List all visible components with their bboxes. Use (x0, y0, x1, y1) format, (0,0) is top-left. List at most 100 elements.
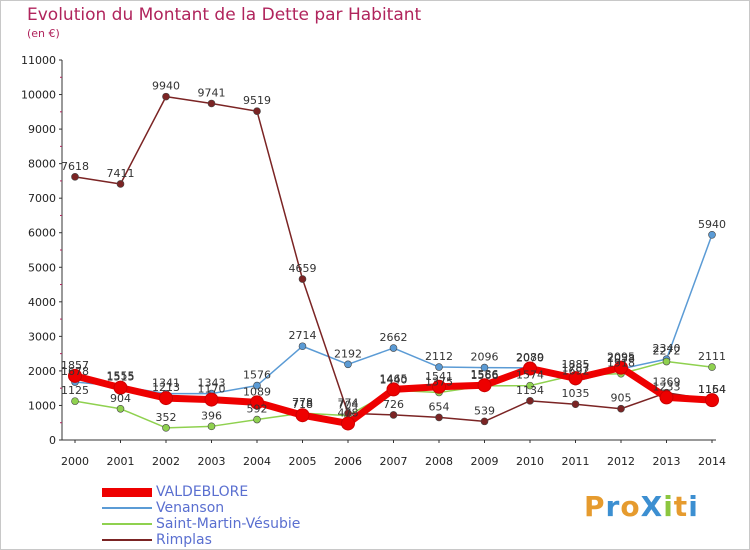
legend-label: Venanson (156, 500, 225, 516)
data-point (298, 275, 307, 283)
data-label: 1170 (198, 383, 226, 396)
x-tick-label: 2008 (425, 455, 453, 468)
data-label: 904 (110, 392, 131, 405)
data-label: 592 (247, 403, 268, 416)
data-label: 7411 (107, 167, 135, 180)
data-label: 2662 (380, 331, 408, 344)
data-point (432, 379, 446, 394)
data-label: 1035 (562, 387, 590, 400)
data-label: 2070 (516, 351, 544, 364)
data-label: 7618 (61, 160, 89, 173)
y-tick-label: 5000 (28, 261, 56, 274)
data-label: 478 (338, 406, 359, 419)
data-point (116, 180, 125, 188)
data-label: 9519 (243, 94, 271, 107)
legend-swatch (102, 539, 152, 541)
data-point (71, 173, 79, 181)
chart-title: Evolution du Montant de la Dette par Hab… (27, 5, 422, 25)
x-tick-label: 2003 (198, 455, 226, 468)
y-tick-label: 4000 (28, 296, 56, 309)
data-point (389, 411, 398, 419)
x-tick-label: 2013 (653, 455, 681, 468)
legend-swatch (102, 487, 152, 497)
data-point (708, 231, 716, 239)
data-label: 1343 (198, 377, 226, 390)
data-label: 1574 (516, 369, 544, 382)
data-point (705, 393, 719, 408)
data-point (207, 422, 216, 431)
x-tick-label: 2005 (289, 455, 317, 468)
y-tick-label: 6000 (28, 227, 56, 240)
data-point (253, 381, 261, 390)
data-point (435, 363, 443, 371)
legend-swatch (102, 507, 152, 509)
y-tick-label: 0 (49, 434, 56, 447)
data-point (523, 361, 537, 376)
data-label: 1692 (562, 365, 590, 378)
data-point (435, 413, 443, 422)
x-tick-label: 2012 (607, 455, 635, 468)
data-label: 2192 (334, 347, 362, 360)
x-tick-label: 2009 (471, 455, 499, 468)
data-label: 1787 (562, 361, 590, 374)
data-label: 726 (383, 398, 404, 411)
data-point (568, 371, 583, 386)
x-tick-label: 2011 (562, 455, 590, 468)
data-label: 2096 (471, 351, 499, 364)
data-point (708, 363, 716, 371)
data-label: 1369 (653, 376, 681, 389)
data-point (113, 380, 128, 395)
y-tick-label: 8000 (28, 158, 56, 171)
data-label: 654 (429, 400, 450, 413)
data-label: 1515 (107, 371, 135, 384)
data-label: 352 (156, 411, 177, 424)
x-tick-label: 2007 (380, 455, 408, 468)
chart-subtitle: (en €) (27, 27, 60, 40)
data-label: 2340 (653, 342, 681, 355)
x-tick-label: 2002 (152, 455, 180, 468)
data-point (204, 392, 219, 407)
y-tick-label: 10000 (21, 89, 56, 102)
data-label: 2714 (289, 329, 317, 342)
y-tick-label: 1000 (28, 399, 56, 412)
data-label: 2112 (425, 350, 453, 363)
data-label: 396 (201, 409, 222, 422)
data-point (250, 395, 264, 410)
y-tick-label: 3000 (28, 330, 56, 343)
data-label: 1164 (698, 383, 726, 396)
data-label: 2058 (607, 352, 635, 365)
data-label: 9940 (152, 80, 180, 93)
proxiti-logo: ProXiti (584, 490, 699, 523)
data-label: 1885 (562, 358, 590, 371)
data-point (617, 404, 625, 413)
data-point (571, 400, 580, 409)
y-tick-label: 9000 (28, 123, 56, 136)
data-label: 718 (292, 398, 313, 411)
data-label: 539 (474, 404, 495, 417)
data-label: 774 (338, 396, 359, 409)
legend-label: Saint-Martin-Vésubie (156, 516, 301, 532)
data-label: 1857 (61, 359, 89, 372)
legend-label: VALDEBLORE (156, 484, 249, 500)
data-point (386, 382, 401, 397)
data-point (389, 344, 398, 352)
data-label: 9741 (198, 86, 226, 99)
data-label: 1541 (425, 370, 453, 383)
x-tick-label: 2001 (107, 455, 135, 468)
data-point (116, 404, 125, 413)
data-point (659, 390, 674, 405)
data-point (71, 397, 79, 405)
data-point (480, 417, 489, 426)
data-label: 1375 (425, 376, 453, 389)
data-label: 2095 (607, 351, 635, 364)
data-point (344, 360, 352, 369)
data-label: 2089 (516, 351, 544, 364)
data-label: 2272 (653, 345, 681, 358)
x-tick-label: 2004 (243, 455, 271, 468)
y-tick-label: 7000 (28, 192, 56, 205)
data-point (341, 416, 355, 431)
data-point (159, 391, 173, 406)
data-label: 778 (292, 396, 313, 409)
